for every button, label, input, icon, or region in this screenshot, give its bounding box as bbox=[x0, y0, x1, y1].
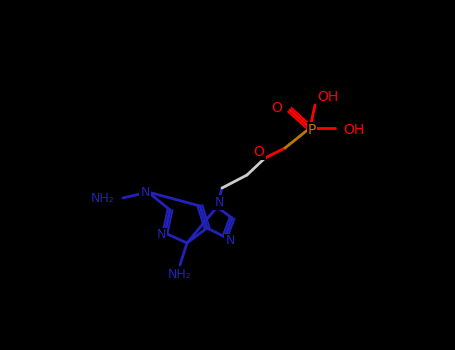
Text: OH: OH bbox=[317, 90, 338, 104]
Text: NH₂: NH₂ bbox=[168, 268, 192, 281]
Text: N: N bbox=[214, 196, 224, 209]
Text: N: N bbox=[140, 186, 150, 198]
Text: OH: OH bbox=[343, 123, 364, 137]
Text: P: P bbox=[308, 123, 316, 137]
Text: O: O bbox=[271, 101, 282, 115]
Text: NH₂: NH₂ bbox=[91, 191, 115, 204]
Text: N: N bbox=[225, 234, 235, 247]
Text: N: N bbox=[157, 229, 166, 241]
Text: O: O bbox=[253, 145, 264, 159]
